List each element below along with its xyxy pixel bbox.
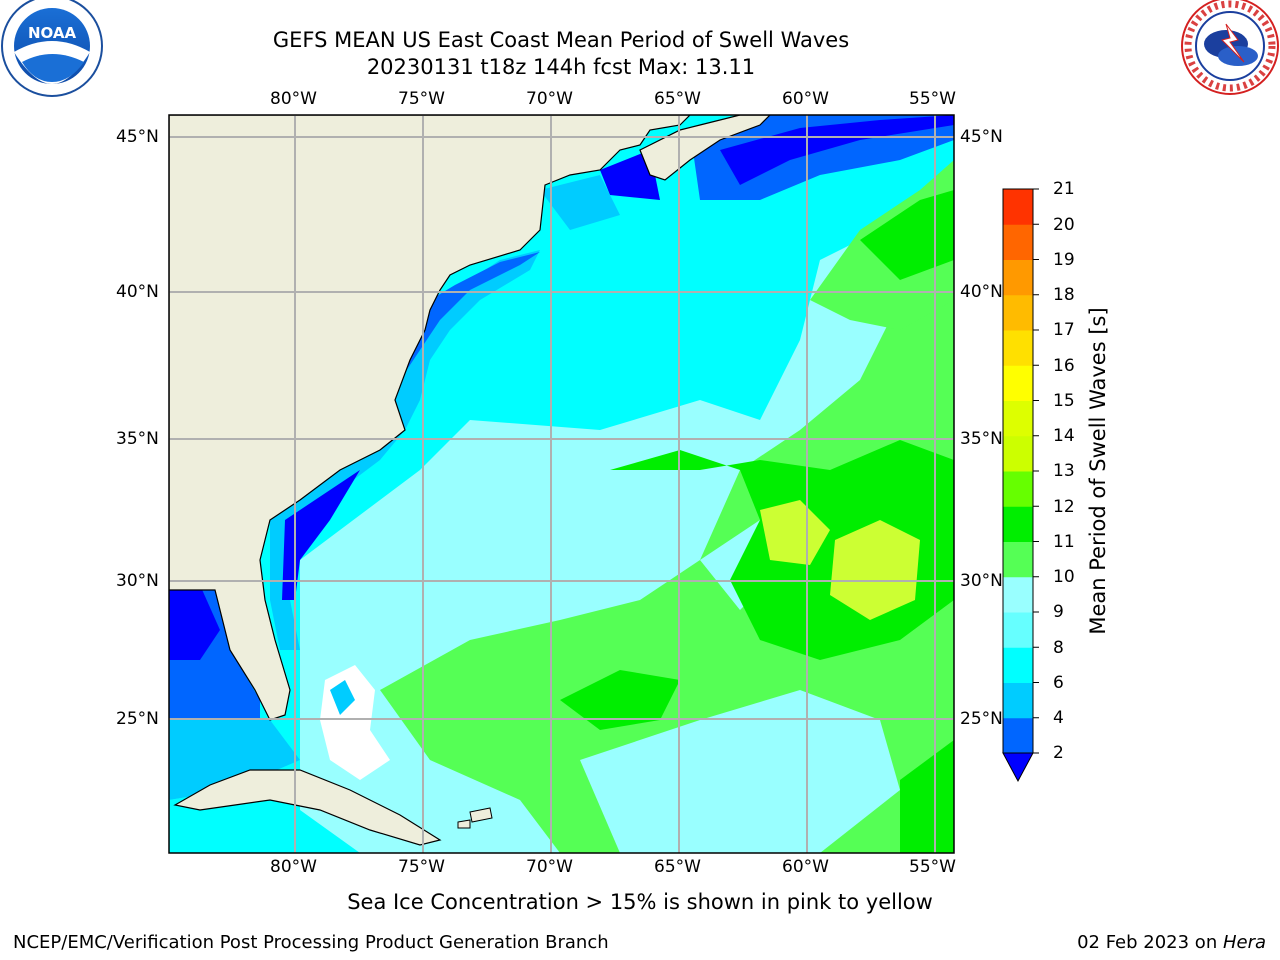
- colorbar-bin: [1003, 717, 1033, 754]
- colorbar-bin: [1003, 612, 1033, 648]
- lon-label-top-65w: 65°W: [654, 89, 701, 109]
- colorbar-tick-label: 18: [1053, 285, 1075, 305]
- footer-date: 02 Feb 2023 on Hera: [1077, 932, 1266, 953]
- lat-label-right-45n: 45°N: [960, 127, 1003, 147]
- colorbar-tick-label: 13: [1053, 461, 1075, 481]
- noaa-logo-text: NOAA: [28, 24, 77, 42]
- colorbar-bin: [1003, 189, 1033, 225]
- graticule: [169, 115, 954, 853]
- colorbar-bin: [1003, 682, 1033, 719]
- lon-label-bottom-75w: 75°W: [398, 857, 445, 877]
- footer-machine: Hera: [1222, 932, 1266, 953]
- sea-ice-note: Sea Ice Concentration > 15% is shown in …: [347, 890, 933, 914]
- lon-label-top-70w: 70°W: [526, 89, 573, 109]
- lat-label-right-40n: 40°N: [960, 282, 1003, 302]
- lon-label-bottom-55w: 55°W: [909, 857, 956, 877]
- lon-label-bottom-80w: 80°W: [270, 857, 317, 877]
- lat-label-right-25n: 25°N: [960, 709, 1003, 729]
- colorbar-tick-label: 9: [1053, 602, 1064, 622]
- colorbar-extend-min: [1002, 752, 1034, 783]
- colorbar-bin: [1003, 576, 1033, 613]
- lat-label-left-35n: 35°N: [116, 429, 159, 449]
- colorbar-tick-label: 6: [1053, 673, 1064, 693]
- lat-label-left-30n: 30°N: [116, 571, 159, 591]
- colorbar-tick-label: 20: [1053, 215, 1075, 235]
- colorbar-bin: [1003, 365, 1033, 401]
- lon-label-top-60w: 60°W: [782, 89, 829, 109]
- lon-label-top-55w: 55°W: [909, 89, 956, 109]
- colorbar-bin: [1003, 224, 1033, 260]
- colorbar-tick-label: 2: [1053, 743, 1064, 763]
- colorbar-tick-label: 4: [1053, 708, 1064, 728]
- lon-label-bottom-60w: 60°W: [782, 857, 829, 877]
- colorbar-tick-label: 19: [1053, 250, 1075, 270]
- colorbar-tick-label: 15: [1053, 391, 1075, 411]
- map-area: [169, 115, 954, 853]
- lat-label-left-25n: 25°N: [116, 709, 159, 729]
- colorbar-bin: [1003, 541, 1033, 578]
- colorbar-bin: [1003, 400, 1033, 437]
- footer-credit: NCEP/EMC/Verification Post Processing Pr…: [13, 932, 609, 953]
- lon-label-top-75w: 75°W: [398, 89, 445, 109]
- colorbar-tick-label: 10: [1053, 567, 1075, 587]
- colorbar: [1002, 188, 1039, 783]
- colorbar-tick-label: 16: [1053, 356, 1075, 376]
- colorbar-label: Mean Period of Swell Waves [s]: [1086, 307, 1110, 635]
- chart-subtitle: 20230131 t18z 144h fcst Max: 13.11: [366, 55, 756, 79]
- map-frame: [168, 114, 955, 854]
- lat-label-left-45n: 45°N: [116, 127, 159, 147]
- colorbar-tick-label: 14: [1053, 426, 1075, 446]
- lat-label-left-40n: 40°N: [116, 282, 159, 302]
- noaa-logo-icon: NOAA: [1, 0, 103, 97]
- chart-title: GEFS MEAN US East Coast Mean Period of S…: [272, 28, 850, 52]
- colorbar-bin: [1003, 647, 1033, 683]
- lat-label-right-30n: 30°N: [960, 571, 1003, 591]
- colorbar-tick-label: 12: [1053, 497, 1075, 517]
- colorbar-bin: [1003, 471, 1033, 507]
- lat-label-right-35n: 35°N: [960, 429, 1003, 449]
- colorbar-bin: [1003, 330, 1033, 366]
- lon-label-bottom-70w: 70°W: [526, 857, 573, 877]
- colorbar-bin: [1003, 435, 1033, 472]
- colorbar-tick-label: 17: [1053, 320, 1075, 340]
- national-weather-service-logo-icon: [1181, 0, 1279, 95]
- lon-label-bottom-65w: 65°W: [654, 857, 701, 877]
- colorbar-bin: [1003, 259, 1033, 296]
- colorbar-bin: [1003, 506, 1033, 542]
- colorbar-tick-label: 8: [1053, 638, 1064, 658]
- colorbar-bin: [1003, 294, 1033, 331]
- lon-label-top-80w: 80°W: [270, 89, 317, 109]
- colorbar-tick-label: 21: [1053, 179, 1075, 199]
- footer-date-text: 02 Feb 2023 on: [1077, 932, 1223, 953]
- colorbar-tick-label: 11: [1053, 532, 1075, 552]
